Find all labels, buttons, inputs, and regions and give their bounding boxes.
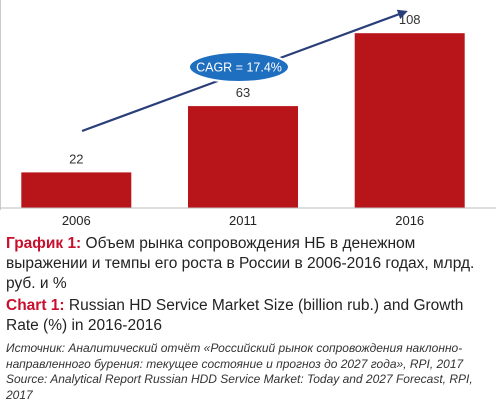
cagr-badge: CAGR = 17.4% xyxy=(188,51,290,83)
cagr-bubble xyxy=(188,51,290,83)
caption-ru-text: Объем рынка сопровождения НБ в денежном … xyxy=(6,235,475,292)
bars-layer: 22 63 108 xyxy=(21,12,465,209)
x-tick-2006: 2006 xyxy=(62,213,91,228)
bar-2011 xyxy=(188,106,298,208)
bar-2006 xyxy=(21,172,132,208)
ticks-layer: 2006 2011 2016 xyxy=(62,213,424,228)
caption-ru-label: График 1: xyxy=(6,235,82,252)
bar-2016 xyxy=(354,33,465,209)
source-russian: Источник: Аналитический отчёт «Российски… xyxy=(6,341,464,371)
cagr-label: CAGR = 17.4% xyxy=(196,61,282,75)
figure-caption: График 1: Объем рынка сопровождения НБ в… xyxy=(6,234,498,403)
caption-en-label: Chart 1: xyxy=(6,297,65,314)
caption-russian: График 1: Объем рынка сопровождения НБ в… xyxy=(6,234,498,294)
x-tick-2011: 2011 xyxy=(229,213,257,228)
bar-chart: 22 63 108 2006 2011 2016 CAGR = 17.4% xyxy=(0,0,496,228)
source-english: Source: Analytical Report Russian HDD Se… xyxy=(6,372,473,402)
caption-en-text: Russian HD Service Market Size (billion … xyxy=(6,297,464,334)
data-label-2006: 22 xyxy=(69,151,83,166)
x-tick-2016: 2016 xyxy=(395,213,424,228)
data-label-2011: 63 xyxy=(236,85,250,100)
source-note: Источник: Аналитический отчёт «Российски… xyxy=(6,341,498,403)
caption-english: Chart 1: Russian HD Service Market Size … xyxy=(6,296,498,336)
data-label-2016: 108 xyxy=(399,12,421,27)
